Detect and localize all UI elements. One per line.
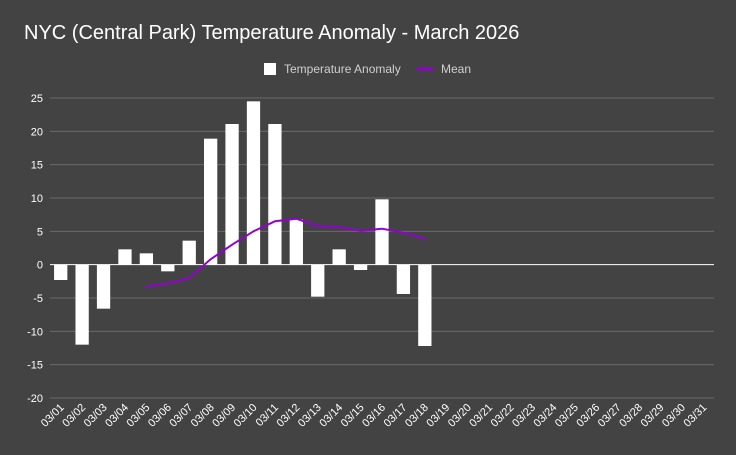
y-tick-label: 10 bbox=[31, 193, 43, 205]
bar-03-16 bbox=[375, 199, 389, 265]
bar-03-07 bbox=[182, 240, 196, 265]
x-tick-label: 03/06 bbox=[146, 402, 174, 430]
x-tick-label: 03/22 bbox=[489, 402, 517, 430]
bar-03-14 bbox=[332, 249, 346, 265]
bar-03-11 bbox=[268, 124, 282, 265]
y-tick-label: 15 bbox=[31, 160, 43, 172]
bar-03-02 bbox=[75, 264, 89, 345]
x-tick-label: 03/19 bbox=[424, 402, 452, 430]
x-tick-label: 03/29 bbox=[639, 402, 667, 430]
y-tick-label: 20 bbox=[31, 126, 43, 138]
mean-line bbox=[145, 217, 426, 288]
x-tick-label: 03/08 bbox=[189, 402, 217, 430]
bar-03-17 bbox=[396, 264, 411, 294]
y-tick-label: -10 bbox=[27, 326, 43, 338]
x-tick-label: 03/09 bbox=[210, 402, 238, 430]
x-tick-label: 03/31 bbox=[681, 402, 709, 430]
y-tick-label: -5 bbox=[33, 293, 43, 305]
y-tick-label: 25 bbox=[31, 93, 43, 105]
x-tick-label: 03/03 bbox=[82, 402, 110, 430]
chart-title: NYC (Central Park) Temperature Anomaly -… bbox=[24, 22, 520, 44]
bar-03-05 bbox=[139, 253, 154, 265]
x-tick-label: 03/25 bbox=[553, 402, 581, 430]
x-tick-label: 03/21 bbox=[467, 402, 495, 430]
bar-03-15 bbox=[353, 264, 368, 270]
x-tick-label: 03/16 bbox=[360, 402, 388, 430]
legend-label-temperature-anomaly: Temperature Anomaly bbox=[284, 62, 401, 76]
bar-03-18 bbox=[418, 264, 432, 346]
x-tick-label: 03/01 bbox=[39, 402, 67, 430]
x-axis-tick-labels: 03/0103/0203/0303/0403/0503/0603/0703/08… bbox=[39, 402, 710, 430]
x-tick-label: 03/14 bbox=[317, 402, 345, 430]
y-axis-tick-labels: 25 20 15 10 5 0 -5 -10 -15 -20 bbox=[27, 93, 43, 405]
bar-03-13 bbox=[311, 264, 325, 297]
bar-03-03 bbox=[96, 264, 111, 309]
x-tick-label: 03/20 bbox=[446, 402, 474, 430]
bar-03-01 bbox=[54, 264, 68, 280]
x-tick-label: 03/17 bbox=[382, 402, 410, 430]
bar-03-10 bbox=[246, 101, 261, 265]
bar-03-08 bbox=[204, 138, 218, 265]
x-tick-label: 03/30 bbox=[660, 402, 688, 430]
x-tick-label: 03/26 bbox=[574, 402, 602, 430]
bar-series bbox=[54, 101, 432, 346]
y-tick-label: -20 bbox=[27, 393, 43, 405]
x-tick-label: 03/02 bbox=[60, 402, 88, 430]
x-tick-label: 03/27 bbox=[596, 402, 624, 430]
x-tick-label: 03/24 bbox=[532, 402, 560, 430]
y-tick-label: -15 bbox=[27, 360, 43, 372]
legend-label-mean: Mean bbox=[441, 62, 471, 76]
x-tick-label: 03/10 bbox=[232, 402, 260, 430]
x-tick-label: 03/23 bbox=[510, 402, 538, 430]
bar-03-09 bbox=[225, 124, 239, 265]
x-tick-label: 03/07 bbox=[167, 402, 195, 430]
x-tick-label: 03/04 bbox=[103, 402, 131, 430]
bar-03-04 bbox=[118, 249, 132, 265]
mean-line-series bbox=[145, 217, 426, 288]
legend: Temperature Anomaly Mean bbox=[264, 62, 471, 76]
x-tick-label: 03/15 bbox=[339, 402, 367, 430]
y-tick-label: 0 bbox=[37, 260, 43, 272]
x-tick-label: 03/05 bbox=[125, 402, 153, 430]
x-tick-label: 03/13 bbox=[296, 402, 324, 430]
y-tick-label: 5 bbox=[37, 226, 43, 238]
bar-03-06 bbox=[161, 264, 175, 272]
legend-swatch-temperature-anomaly bbox=[264, 63, 276, 75]
x-tick-label: 03/18 bbox=[403, 402, 431, 430]
x-tick-label: 03/28 bbox=[617, 402, 645, 430]
bar-03-12 bbox=[289, 219, 303, 265]
x-tick-label: 03/12 bbox=[274, 402, 302, 430]
